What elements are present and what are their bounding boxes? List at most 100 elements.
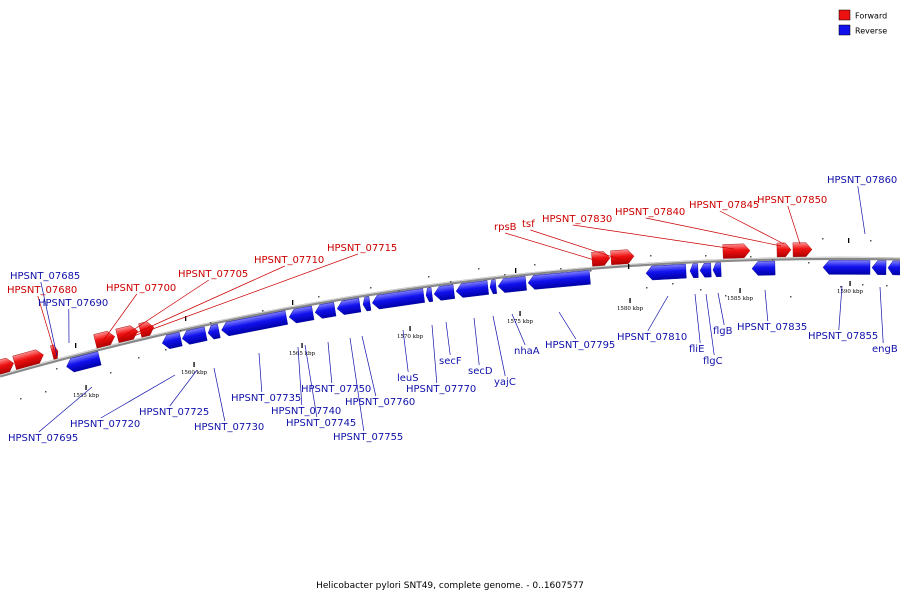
reverse-gene-label-hpsnt-07810: HPSNT_07810 [617, 332, 687, 343]
reverse-gene-arrow [288, 305, 315, 324]
leader-line [705, 293, 715, 356]
leader-line [327, 341, 333, 384]
reverse-gene-arrow [425, 287, 434, 303]
scale-tick [409, 326, 411, 331]
reverse-gene-arrow [66, 351, 102, 373]
leader-line [402, 329, 409, 373]
leader-line [431, 324, 438, 384]
reverse-gene-label-hpsnt-07855: HPSNT_07855 [808, 331, 878, 342]
reverse-gene-arrow [751, 260, 776, 276]
leader-line [645, 217, 782, 247]
reverse-gene-label-hpsnt-07770: HPSNT_07770 [406, 384, 476, 395]
leader-line [361, 335, 377, 397]
leader-line [530, 229, 623, 261]
leader-line [40, 281, 58, 357]
leader-line [100, 374, 176, 419]
reverse-gene-arrow [336, 297, 362, 315]
scale-dot [700, 289, 702, 291]
legend-forward-label: Forward [855, 12, 887, 21]
scale-tick [739, 288, 741, 293]
scale-dot [790, 296, 792, 298]
forward-gene-label-hpsnt-07700: HPSNT_07700 [106, 283, 176, 294]
reverse-gene-arrow [689, 263, 699, 279]
scale-dot [180, 330, 182, 332]
scale-dot [870, 240, 872, 242]
forward-gene-label-hpsnt-07845: HPSNT_07845 [689, 200, 759, 211]
reverse-gene-arrow [433, 284, 456, 301]
reverse-gene-arrow [712, 262, 722, 278]
leader-line [38, 386, 93, 433]
reverse-gene-label-hpsnt-07795: HPSNT_07795 [545, 340, 615, 351]
reverse-gene-arrow [699, 262, 712, 278]
scale-tick-label: 1580 kbp [617, 306, 644, 312]
reverse-gene-label-hpsnt-07735: HPSNT_07735 [231, 393, 301, 404]
forward-gene-arrow [12, 349, 44, 370]
leader-line [511, 313, 526, 346]
reverse-gene-label-hpsnt-07750: HPSNT_07750 [301, 384, 371, 395]
forward-gene-arrow [610, 249, 635, 265]
scale-tick [85, 385, 87, 390]
reverse-gene-label-hpsnt-07755: HPSNT_07755 [333, 432, 403, 443]
leader-line [558, 311, 577, 340]
scale-tick [75, 343, 77, 348]
scale-dot [840, 286, 842, 288]
reverse-gene-label-hpsnt-07860: HPSNT_07860 [827, 175, 897, 186]
scale-dot [450, 281, 452, 283]
leader-line [122, 265, 285, 340]
leader-line [717, 292, 725, 326]
scale-dot [862, 284, 864, 286]
reverse-gene-arrow [207, 323, 221, 340]
scale-dot [478, 268, 480, 270]
scale-tick-label: 1565 kbp [289, 351, 316, 357]
reverse-gene-label-leus: leuS [397, 373, 419, 384]
forward-gene-label-hpsnt-07715: HPSNT_07715 [327, 243, 397, 254]
legend-forward-swatch [838, 9, 851, 21]
reverse-gene-label-nhaa: nhaA [514, 346, 540, 357]
scale-tick [515, 268, 517, 273]
scale-dot [504, 274, 506, 276]
scale-dot [428, 276, 430, 278]
scale-dot [886, 285, 888, 287]
reverse-gene-arrow [182, 326, 208, 345]
legend-reverse-swatch [838, 24, 851, 36]
forward-gene-label-hpsnt-07840: HPSNT_07840 [615, 207, 685, 218]
leader-line [297, 346, 303, 406]
reverse-gene-label-flgb: flgB [713, 326, 733, 337]
reverse-gene-arrow [372, 288, 425, 310]
forward-gene-label-hpsnt-07830: HPSNT_07830 [542, 214, 612, 225]
leader-line [694, 293, 701, 344]
leader-line [505, 232, 602, 263]
leader-line [304, 344, 318, 418]
reverse-gene-label-hpsnt-07760: HPSNT_07760 [345, 397, 415, 408]
scale-tick-label: 1570 kbp [397, 334, 424, 340]
leader-line [445, 321, 451, 356]
leader-line [102, 293, 138, 342]
genome-backbone [0, 256, 900, 378]
forward-gene-label-tsf: tsf [522, 219, 535, 230]
scale-dot [210, 322, 212, 324]
leader-line [572, 224, 735, 250]
reverse-gene-arrow [822, 260, 871, 275]
reverse-gene-label-hpsnt-07690: HPSNT_07690 [38, 298, 108, 309]
reverse-gene-label-hpsnt-07725: HPSNT_07725 [139, 407, 209, 418]
scale-dot [672, 283, 674, 285]
label-leader-lines [37, 185, 884, 433]
genome-caption: Helicobacter pylori SNT49, complete geno… [316, 581, 584, 591]
scale-dot [750, 256, 752, 258]
scale-dot [20, 398, 22, 400]
forward-gene-arrow [776, 242, 792, 258]
reverse-gene-arrow [527, 270, 591, 290]
scale-tick [292, 300, 294, 305]
reverse-gene-label-yajc: yajC [494, 377, 516, 388]
scale-tick [301, 343, 303, 348]
leader-line [719, 210, 785, 245]
leader-line [117, 279, 209, 341]
scale-dot [772, 259, 774, 261]
reverse-gene-label-hpsnt-07720: HPSNT_07720 [70, 419, 140, 430]
reverse-gene-label-hpsnt-07740: HPSNT_07740 [271, 406, 341, 417]
scale-dot [165, 349, 167, 351]
scale-dot [56, 368, 58, 370]
scale-tick-label: 1555 kbp [73, 393, 100, 399]
leader-line [787, 205, 801, 245]
leader-line [492, 315, 506, 377]
